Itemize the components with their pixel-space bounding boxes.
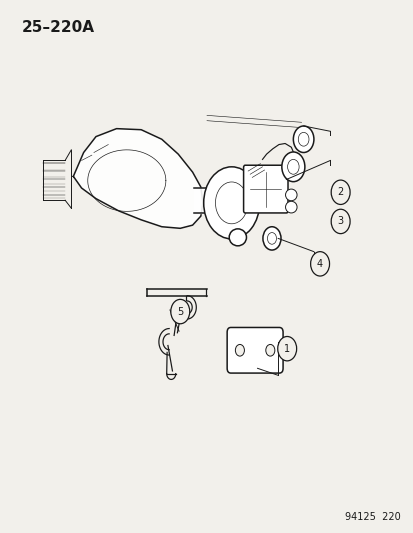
Text: 2: 2 <box>337 187 343 197</box>
Polygon shape <box>73 128 202 228</box>
FancyBboxPatch shape <box>227 327 282 373</box>
Ellipse shape <box>285 201 297 213</box>
Circle shape <box>330 209 349 233</box>
Circle shape <box>235 344 244 356</box>
Text: 4: 4 <box>316 259 323 269</box>
Circle shape <box>265 344 274 356</box>
Circle shape <box>330 180 349 205</box>
Circle shape <box>262 227 280 250</box>
Circle shape <box>171 300 189 324</box>
Text: 1: 1 <box>283 344 290 354</box>
Circle shape <box>277 336 296 361</box>
Text: 94125  220: 94125 220 <box>344 512 399 522</box>
Circle shape <box>293 126 313 152</box>
Circle shape <box>310 252 329 276</box>
Polygon shape <box>193 188 229 214</box>
Circle shape <box>281 152 304 182</box>
Text: 25–220A: 25–220A <box>22 20 95 35</box>
Ellipse shape <box>229 229 246 246</box>
Ellipse shape <box>285 189 297 201</box>
FancyBboxPatch shape <box>243 165 287 213</box>
Text: 5: 5 <box>177 306 183 317</box>
Circle shape <box>203 167 259 239</box>
Text: 3: 3 <box>337 216 343 227</box>
